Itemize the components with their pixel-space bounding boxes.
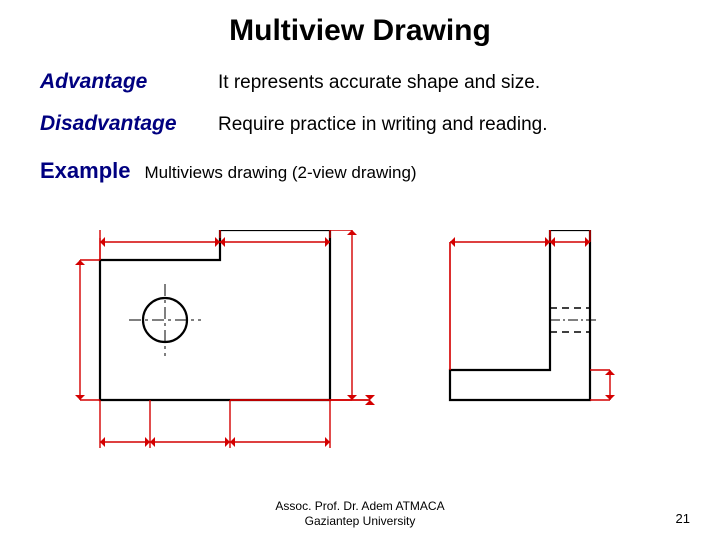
page-number: 21 (676, 511, 690, 526)
multiview-drawing (70, 230, 670, 470)
advantage-label: Advantage (40, 70, 190, 94)
advantage-row: Advantage It represents accurate shape a… (40, 70, 540, 94)
footer-author: Assoc. Prof. Dr. Adem ATMACA (0, 499, 720, 515)
example-row: Example Multiviews drawing (2-view drawi… (40, 158, 417, 184)
footer: Assoc. Prof. Dr. Adem ATMACA Gaziantep U… (0, 499, 720, 530)
disadvantage-row: Disadvantage Require practice in writing… (40, 112, 548, 136)
page-title: Multiview Drawing (0, 14, 720, 48)
advantage-text: It represents accurate shape and size. (218, 72, 540, 94)
example-text: Multiviews drawing (2-view drawing) (145, 163, 417, 183)
footer-affiliation: Gaziantep University (0, 514, 720, 530)
example-label: Example (40, 158, 131, 184)
disadvantage-text: Require practice in writing and reading. (218, 114, 548, 136)
disadvantage-label: Disadvantage (40, 112, 190, 136)
